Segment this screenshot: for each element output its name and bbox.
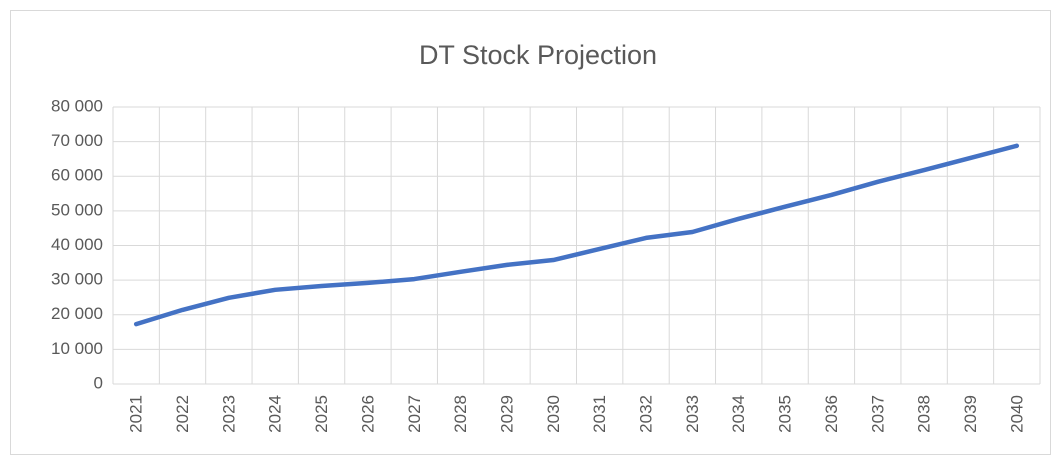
- x-tick-label: 2021: [127, 395, 146, 433]
- x-tick-label: 2038: [915, 395, 934, 433]
- x-tick-label: 2036: [822, 395, 841, 433]
- x-tick-label: 2022: [173, 395, 192, 433]
- x-tick-label: 2030: [544, 395, 563, 433]
- y-tick-label: 80 000: [51, 96, 103, 115]
- x-tick-label: 2025: [312, 395, 331, 433]
- x-tick-label: 2033: [683, 395, 702, 433]
- y-tick-label: 70 000: [51, 131, 103, 150]
- x-tick-label: 2037: [868, 395, 887, 433]
- x-tick-label: 2023: [219, 395, 238, 433]
- x-tick-label: 2026: [358, 395, 377, 433]
- x-tick-label: 2034: [729, 395, 748, 433]
- x-tick-label: 2029: [497, 395, 516, 433]
- x-tick-label: 2031: [590, 395, 609, 433]
- y-tick-label: 50 000: [51, 200, 103, 219]
- chart-title: DT Stock Projection: [419, 40, 657, 70]
- y-tick-label: 10 000: [51, 339, 103, 358]
- x-tick-label: 2027: [405, 395, 424, 433]
- x-tick-label: 2028: [451, 395, 470, 433]
- y-tick-label: 20 000: [51, 304, 103, 323]
- x-tick-label: 2035: [776, 395, 795, 433]
- y-tick-label: 0: [94, 373, 103, 392]
- x-tick-label: 2024: [266, 395, 285, 433]
- y-tick-label: 40 000: [51, 235, 103, 254]
- x-tick-label: 2032: [637, 395, 656, 433]
- x-tick-label: 2039: [961, 395, 980, 433]
- line-series: [133, 143, 1020, 327]
- y-tick-label: 60 000: [51, 166, 103, 185]
- y-tick-label: 30 000: [51, 270, 103, 289]
- x-tick-label: 2040: [1007, 395, 1026, 433]
